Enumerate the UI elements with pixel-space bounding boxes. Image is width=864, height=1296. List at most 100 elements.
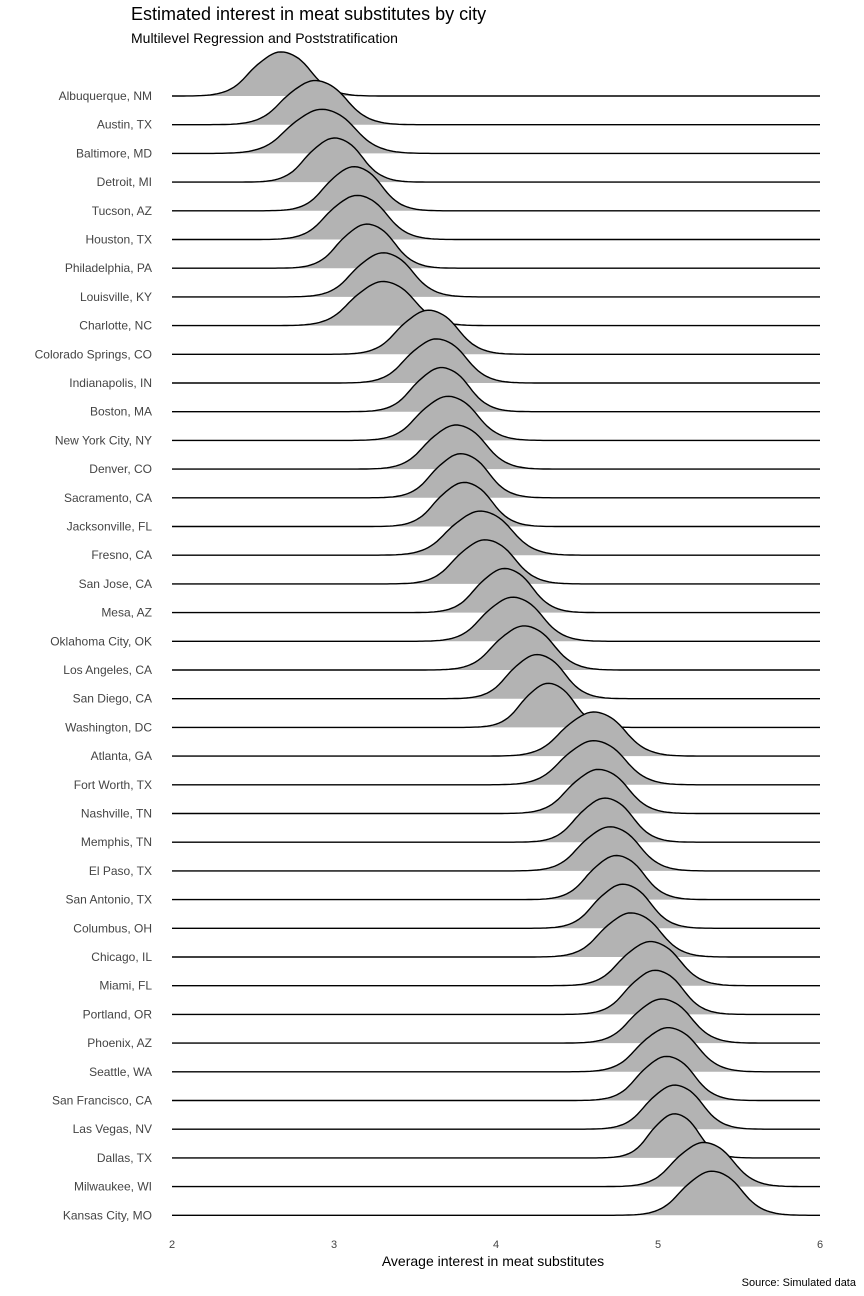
chart-caption: Source: Simulated data xyxy=(742,1277,857,1289)
ridge-fill xyxy=(164,338,824,383)
ridge-line xyxy=(172,1141,820,1188)
ridge-line xyxy=(172,338,820,384)
x-tick-label: 4 xyxy=(493,1239,499,1251)
ridge-fill xyxy=(164,941,824,986)
city-label: Oklahoma City, OK xyxy=(50,634,152,648)
city-label: San Diego, CA xyxy=(73,692,152,706)
ridge-fill xyxy=(164,970,824,1015)
city-label: Austin, TX xyxy=(97,118,152,132)
city-label: Nashville, TN xyxy=(81,807,152,821)
x-tick-label: 6 xyxy=(817,1239,823,1251)
ridge-fill xyxy=(164,568,824,613)
ridge-line xyxy=(172,826,820,872)
chart-subtitle: Multilevel Regression and Poststratifica… xyxy=(131,30,398,46)
ridge-line xyxy=(172,223,820,269)
ridge-line xyxy=(172,883,820,929)
ridge-line xyxy=(172,280,820,327)
ridge-line xyxy=(172,539,820,585)
ridge-fill xyxy=(164,195,824,240)
city-label: Philadelphia, PA xyxy=(65,261,152,275)
ridge-line xyxy=(172,653,820,700)
ridge-fill xyxy=(164,654,824,699)
ridge-line xyxy=(172,395,820,442)
city-label: Indianapolis, IN xyxy=(69,376,152,390)
city-label: Los Angeles, CA xyxy=(63,663,152,677)
city-label: Mesa, AZ xyxy=(101,606,152,620)
x-tick-label: 2 xyxy=(169,1239,175,1251)
city-label: Boston, MA xyxy=(90,405,152,419)
ridge-line xyxy=(172,567,820,614)
x-axis-title: Average interest in meat substitutes xyxy=(382,1253,604,1269)
x-tick-label: 3 xyxy=(331,1239,337,1251)
city-label: Fresno, CA xyxy=(91,548,152,562)
ridge-fill xyxy=(164,51,824,96)
ridge-line xyxy=(172,854,820,901)
ridge-fill xyxy=(164,999,824,1044)
ridge-fill xyxy=(164,281,824,326)
ridge-fill xyxy=(164,1027,824,1072)
ridge-line xyxy=(172,481,820,528)
city-label: San Jose, CA xyxy=(79,577,152,591)
ridge-line xyxy=(172,912,820,958)
city-label: Louisville, KY xyxy=(80,290,152,304)
ridge-line xyxy=(172,137,820,183)
ridge-fill xyxy=(164,1171,824,1216)
ridge-line xyxy=(172,969,820,1016)
city-label: San Francisco, CA xyxy=(52,1094,152,1108)
ridge-line xyxy=(172,596,820,642)
ridge-fill xyxy=(164,625,824,670)
city-label: Portland, OR xyxy=(83,1007,153,1021)
ridge-line xyxy=(172,252,820,298)
ridge-line xyxy=(172,1027,820,1073)
ridge-fill xyxy=(164,511,824,556)
ridges-group xyxy=(164,51,824,1216)
ridge-line xyxy=(172,998,820,1044)
ridge-line xyxy=(172,768,820,815)
y-axis-labels: Albuquerque, NM Austin, TX Baltimore, MD De… xyxy=(35,89,153,1222)
city-label: Houston, TX xyxy=(86,233,152,247)
city-label: Jacksonville, FL xyxy=(67,520,153,534)
ridge-fill xyxy=(164,166,824,211)
city-label: Miami, FL xyxy=(99,979,152,993)
ridge-line xyxy=(172,194,820,241)
ridge-fill xyxy=(164,712,824,757)
ridge-line xyxy=(172,452,820,499)
ridge-fill xyxy=(164,769,824,814)
ridge-fill xyxy=(164,1113,824,1158)
ridge-line xyxy=(172,739,820,786)
city-label: Baltimore, MD xyxy=(76,146,152,160)
city-label: Dallas, TX xyxy=(97,1151,152,1165)
ridge-fill xyxy=(164,367,824,412)
ridge-line xyxy=(172,1084,820,1130)
ridge-fill xyxy=(164,1085,824,1130)
ridge-fill xyxy=(164,1056,824,1101)
ridge-fill xyxy=(164,826,824,871)
city-label: Kansas City, MO xyxy=(63,1208,152,1222)
ridge-line xyxy=(172,79,820,126)
ridge-fill xyxy=(164,425,824,470)
city-label: Atlanta, GA xyxy=(91,749,152,763)
ridge-line xyxy=(172,51,820,97)
ridge-fill xyxy=(164,798,824,843)
city-label: Colorado Springs, CO xyxy=(35,347,152,361)
city-label: Tucson, AZ xyxy=(92,204,152,218)
city-label: Albuquerque, NM xyxy=(59,89,152,103)
ridge-fill xyxy=(164,252,824,297)
ridge-line xyxy=(172,682,820,729)
city-label: Fort Worth, TX xyxy=(74,778,152,792)
x-axis-ticks: 2 3 4 5 6 xyxy=(169,1239,823,1251)
ridge-fill xyxy=(164,740,824,785)
ridge-line xyxy=(172,1170,820,1216)
ridge-line xyxy=(172,711,820,757)
city-label: Las Vegas, NV xyxy=(73,1122,152,1136)
ridge-fill xyxy=(164,453,824,498)
ridge-line xyxy=(172,309,820,355)
city-label: Columbus, OH xyxy=(73,921,152,935)
ridge-fill xyxy=(164,884,824,929)
city-label: El Paso, TX xyxy=(89,864,152,878)
city-label: Milwaukee, WI xyxy=(74,1180,152,1194)
ridge-fill xyxy=(164,912,824,957)
city-label: Phoenix, AZ xyxy=(87,1036,152,1050)
city-label: Chicago, IL xyxy=(91,950,152,964)
